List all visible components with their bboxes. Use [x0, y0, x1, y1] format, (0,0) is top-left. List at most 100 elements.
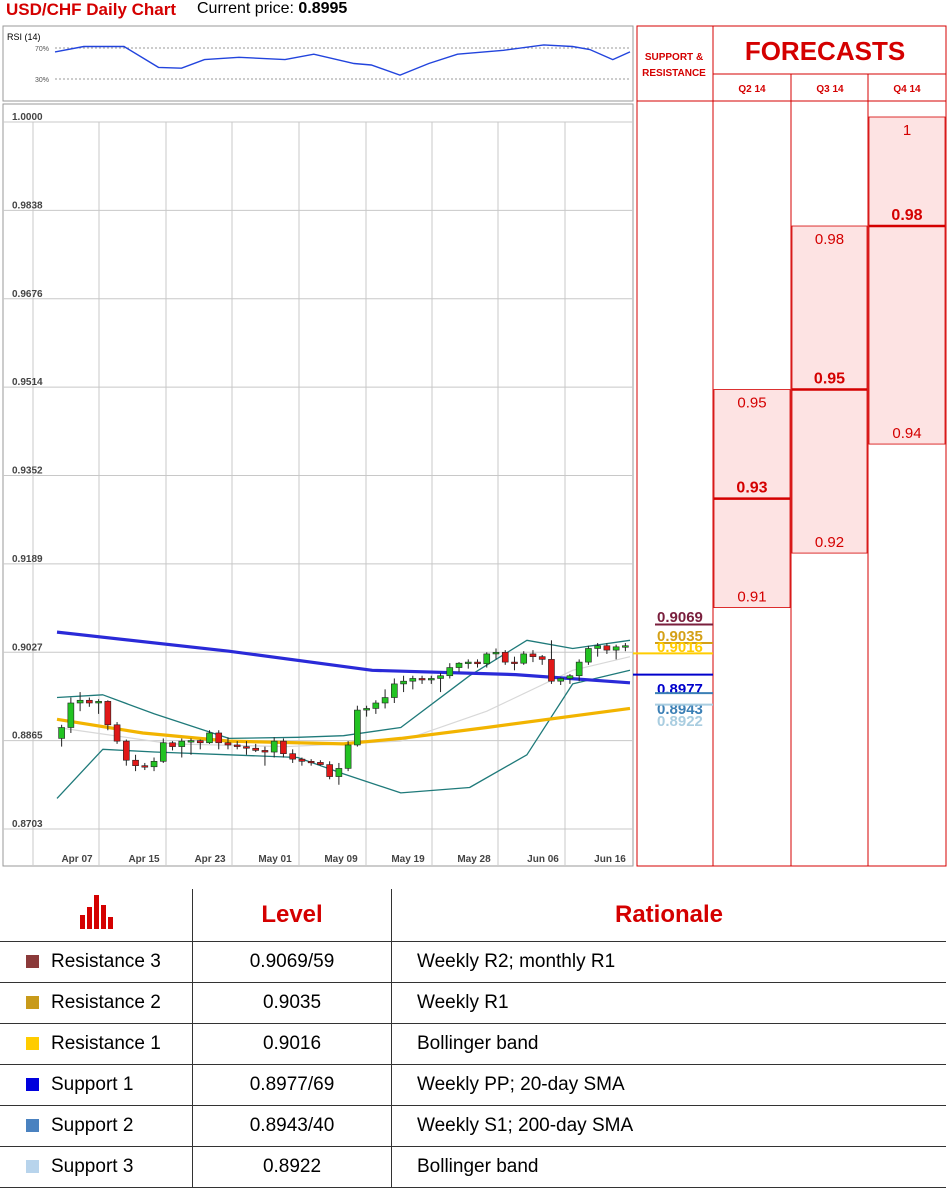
- x-tick-label: Apr 15: [128, 854, 160, 865]
- y-axis-ticks: 1.0000 0.9838 0.9676 0.9514 0.9352 0.9189 0.90…: [12, 112, 43, 830]
- level-name-cell: Resistance 1: [0, 1023, 193, 1065]
- candle-body: [187, 740, 195, 743]
- forecast-panel: SUPPORT & RESISTANCE FORECASTS Q2 14 Q3 …: [633, 25, 947, 867]
- levels-table-body: Resistance 3 0.9069/59 Weekly R2; monthly …: [0, 941, 946, 1188]
- price-chart-border: [2, 103, 634, 867]
- table-row: Support 1 0.8977/69 Weekly PP; 20-day SMA: [0, 1064, 946, 1106]
- candle-body: [113, 724, 121, 742]
- y-tick-label: 0.9027: [12, 642, 43, 653]
- level-name-cell: Support 1: [0, 1064, 193, 1106]
- forecast-high-label: 0.95: [737, 395, 766, 412]
- candle-body: [76, 699, 84, 704]
- candle-body: [67, 702, 75, 728]
- forecast-low-label: 0.91: [737, 589, 766, 606]
- x-tick-label: May 01: [258, 854, 292, 865]
- bollinger-upper-line: [56, 639, 631, 740]
- candle-body: [344, 744, 352, 769]
- level-rationale: Weekly S1; 200-day SMA: [391, 1105, 946, 1147]
- candle-body: [233, 744, 241, 747]
- current-price: Current price: 0.8995: [197, 0, 347, 18]
- level-value: 0.8977/69: [192, 1064, 392, 1106]
- quarter-label: Q2 14: [738, 84, 766, 95]
- x-axis-ticks: Apr 07 Apr 15 Apr 23 May 01 May 09 May 19 May …: [61, 854, 626, 865]
- levels-table-header: Level Rationale: [0, 889, 946, 942]
- candle-body: [446, 667, 454, 677]
- candle-body: [483, 653, 491, 665]
- candle-body: [603, 645, 611, 651]
- sr-label: 0.9016: [657, 639, 703, 656]
- chart-title: USD/CHF Daily Chart: [6, 0, 177, 19]
- sr-label: 0.9035: [657, 628, 703, 645]
- y-tick-label: 0.9514: [12, 377, 43, 388]
- bar-chart-icon: [80, 894, 113, 929]
- chart-grid: [3, 121, 633, 865]
- level-rationale: Bollinger band: [391, 1023, 946, 1065]
- bollinger-lower-line: [56, 669, 631, 799]
- candle-body: [363, 708, 370, 711]
- candle-body: [400, 680, 407, 685]
- quarter-label: Q3 14: [816, 84, 844, 95]
- chart-header: USD/CHF Daily Chart Current price: 0.899…: [0, 0, 640, 22]
- sr-header-line2: RESISTANCE: [642, 68, 706, 79]
- candle-body: [132, 759, 139, 766]
- forecast-range: [868, 116, 946, 445]
- level-color-swatch: [26, 996, 39, 1009]
- candle-body: [520, 653, 528, 664]
- table-row: Resistance 3 0.9069/59 Weekly R2; monthly …: [0, 941, 946, 983]
- levels-table: Level Rationale Resistance 3 0.9069/59 Wee…: [0, 889, 946, 1188]
- level-name: Support 2: [51, 1115, 134, 1136]
- candle-body: [252, 747, 260, 751]
- x-tick-label: Jun 16: [594, 854, 626, 865]
- candle-body: [224, 742, 232, 746]
- current-price-label: Current price:: [197, 0, 294, 17]
- level-name-cell: Support 3: [0, 1146, 193, 1188]
- table-row: Support 2 0.8943/40 Weekly S1; 200-day SMA: [0, 1105, 946, 1147]
- level-value: 0.8943/40: [192, 1105, 392, 1147]
- candle-body: [95, 701, 102, 704]
- candle-body: [243, 746, 250, 749]
- quarter-label: Q4 14: [893, 84, 921, 95]
- candle-body: [289, 753, 296, 760]
- rsi-label: RSI (14): [7, 32, 41, 42]
- candle-body: [437, 675, 444, 679]
- table-row: Resistance 2 0.9035 Weekly R1: [0, 982, 946, 1024]
- rsi-panel-border: [2, 25, 634, 102]
- candle-body: [270, 740, 278, 753]
- candle-body: [455, 662, 463, 668]
- candle-body: [529, 653, 537, 657]
- sr-label: 0.8922: [657, 713, 703, 730]
- forecast-low-label: 0.92: [815, 534, 844, 551]
- sma-20-line: [56, 706, 631, 746]
- level-rationale: Weekly R1: [391, 982, 946, 1024]
- level-name-cell: Resistance 2: [0, 982, 193, 1024]
- candle-body: [427, 678, 435, 681]
- forecast-low-label: 0.94: [892, 425, 921, 442]
- current-price-value: 0.8995: [298, 0, 348, 17]
- y-tick-label: 1.0000: [12, 112, 43, 123]
- rationale-header: Rationale: [391, 889, 946, 942]
- forecasts-title: FORECASTS: [745, 36, 905, 66]
- candle-body: [326, 764, 333, 777]
- table-row: Support 3 0.8922 Bollinger band: [0, 1146, 946, 1188]
- y-tick-label: 0.9838: [12, 200, 43, 211]
- level-name: Support 1: [51, 1074, 134, 1095]
- level-name-cell: Support 2: [0, 1105, 193, 1147]
- candle-body: [298, 758, 306, 762]
- candle-body: [381, 697, 389, 704]
- chart-area: RSI (14) 70% 30% 1.00000.98380.96760.951…: [2, 25, 947, 867]
- y-tick-label: 0.9189: [12, 554, 43, 565]
- x-tick-label: Apr 07: [61, 854, 93, 865]
- level-rationale: Bollinger band: [391, 1146, 946, 1188]
- candle-body: [538, 656, 546, 660]
- candles: [58, 640, 629, 785]
- x-tick-label: Jun 06: [527, 854, 559, 865]
- forecast-mid-label: 0.98: [891, 207, 922, 224]
- level-name-cell: Resistance 3: [0, 941, 193, 983]
- candle-body: [104, 701, 112, 726]
- candle-body: [215, 732, 223, 744]
- y-tick-label: 0.9352: [12, 466, 43, 477]
- level-value: 0.9016: [192, 1023, 392, 1065]
- candle-body: [548, 659, 555, 682]
- x-tick-label: May 28: [457, 854, 491, 865]
